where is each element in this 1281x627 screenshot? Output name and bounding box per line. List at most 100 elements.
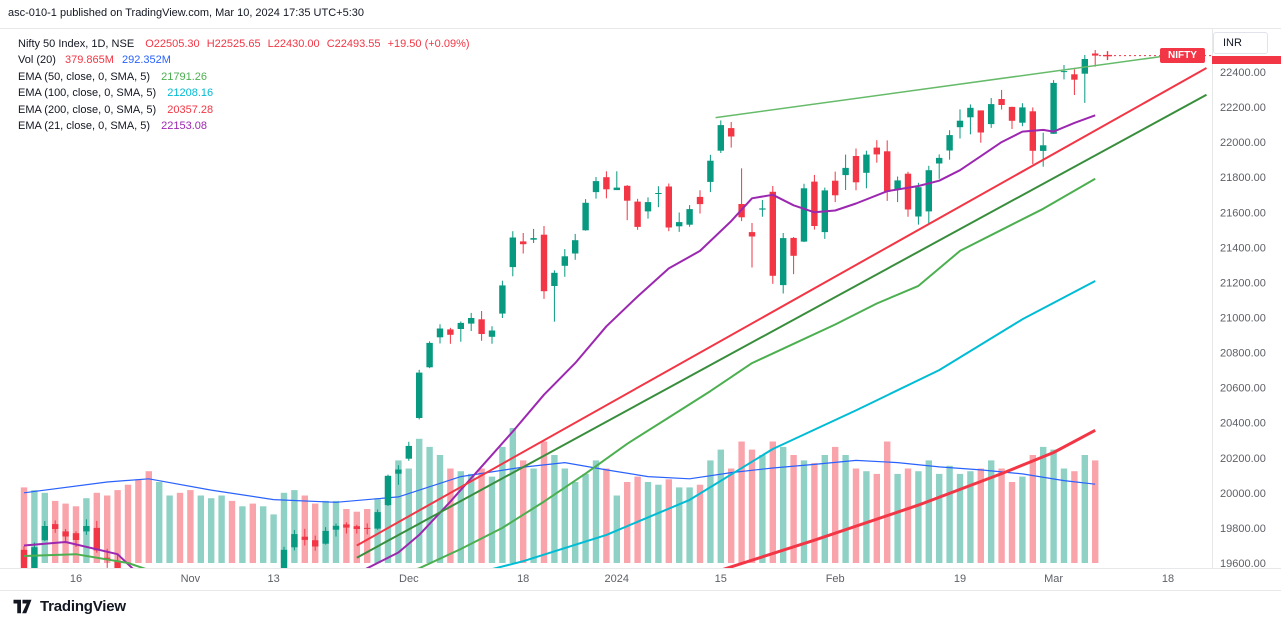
ema200-value: 20357.28 (167, 103, 214, 116)
volume-bar (592, 460, 600, 563)
candle (852, 156, 860, 183)
candle (655, 193, 662, 194)
symbol-legend-row: Nifty 50 Index, 1D, NSE O22505.30 H22525… (18, 36, 474, 52)
candle (759, 208, 766, 210)
volume-ma-line (23, 459, 1096, 503)
candle (291, 534, 298, 548)
candle (499, 285, 506, 314)
low-value: L22430.00 (267, 38, 320, 50)
volume-bar (197, 495, 204, 563)
volume-bar (811, 463, 818, 563)
candle (613, 187, 620, 191)
volume-bar (655, 484, 662, 563)
candle (863, 154, 870, 173)
candle (884, 151, 891, 192)
ema-50-line (23, 177, 1096, 568)
volume-bar (239, 506, 246, 563)
candle (20, 549, 28, 568)
volume-bar (1071, 471, 1078, 563)
ema-21-line (23, 114, 1096, 568)
volume-bar (561, 468, 568, 563)
tradingview-attribution[interactable]: TradingView (12, 596, 126, 617)
ema50-legend-row: EMA (50, close, 0, SMA, 5) 21791.26 (18, 69, 474, 85)
tradingview-wordmark: TradingView (40, 598, 126, 615)
price-tick-label: 21200.00 (1220, 277, 1266, 289)
volume-bar (1092, 460, 1099, 563)
volume-bar (1081, 455, 1088, 563)
volume-bar (780, 446, 787, 563)
candle (998, 99, 1005, 105)
candle (800, 188, 808, 242)
volume-bar (31, 490, 38, 563)
candle (728, 128, 735, 137)
candle (769, 191, 776, 276)
volume-bar (20, 487, 28, 563)
volume-bar (863, 471, 870, 563)
lower-support-trendline (356, 67, 1207, 547)
time-tick-label: Mar (1044, 573, 1063, 585)
volume-bar (977, 468, 984, 563)
candle (468, 318, 475, 324)
candle (41, 526, 48, 541)
candle (322, 530, 329, 544)
volume-bar (1029, 455, 1036, 563)
candle (478, 319, 485, 334)
time-axis[interactable]: 16 Nov 13 Dec 18 2024 15 Feb 19 Mar 18 (70, 573, 1174, 585)
volume-bar (946, 465, 953, 563)
candle (301, 536, 308, 540)
volume-bar (884, 441, 891, 563)
time-tick-label: 18 (1162, 573, 1174, 585)
volume-indicator-label: Vol (20) (18, 54, 56, 67)
price-tick-label: 22400.00 (1220, 67, 1266, 79)
ema21-value: 22153.08 (161, 120, 208, 133)
trend-lines (356, 53, 1207, 559)
volume-bar (842, 455, 849, 563)
price-axis[interactable]: 22400.00 22200.00 22000.00 21800.00 21600.00… (1220, 67, 1266, 570)
chart-legend: Nifty 50 Index, 1D, NSE O22505.30 H22525… (18, 36, 474, 134)
volume-bar (218, 495, 225, 563)
open-value: O22505.30 (145, 38, 200, 50)
volume-bar (738, 441, 745, 563)
change-value: +19.50 (+0.09%) (387, 38, 470, 50)
volume-bar (707, 460, 714, 563)
volume-bar (520, 460, 527, 563)
candle (1092, 53, 1099, 56)
volume-bar (1040, 446, 1047, 563)
volume-bar (894, 473, 901, 563)
candle (332, 525, 340, 530)
volume-bar (915, 471, 922, 563)
volume-bar (364, 509, 371, 563)
candle (353, 526, 360, 529)
candle (1071, 74, 1078, 80)
price-tick-label: 20800.00 (1220, 348, 1266, 360)
candle (665, 186, 672, 228)
currency-selector[interactable]: INR (1213, 32, 1268, 54)
volume-legend-row: Vol (20) 379.865M 292.352M (18, 52, 474, 68)
upper-resistance-trendline (715, 53, 1177, 119)
candle (405, 445, 412, 459)
volume-bar (104, 495, 111, 563)
time-tick-label: Nov (181, 573, 201, 585)
volume-value: 379.865M (64, 54, 114, 67)
ema-100-line (492, 280, 1096, 568)
last-price-marker (1103, 51, 1112, 61)
volume-bar (499, 446, 506, 563)
time-tick-label: 18 (517, 573, 529, 585)
candle (988, 104, 995, 125)
candle (832, 180, 839, 196)
volume-bar (436, 455, 444, 563)
candle (967, 107, 974, 118)
candle (426, 342, 433, 368)
volume-bar (582, 473, 589, 563)
candle (260, 594, 266, 604)
volume-bar (665, 479, 672, 563)
volume-bar (686, 487, 693, 563)
candle (416, 372, 423, 418)
candle (696, 196, 704, 205)
candle (436, 328, 444, 338)
candle (52, 524, 59, 529)
candle (686, 209, 693, 225)
candle (946, 135, 953, 151)
volume-bar (416, 438, 423, 563)
